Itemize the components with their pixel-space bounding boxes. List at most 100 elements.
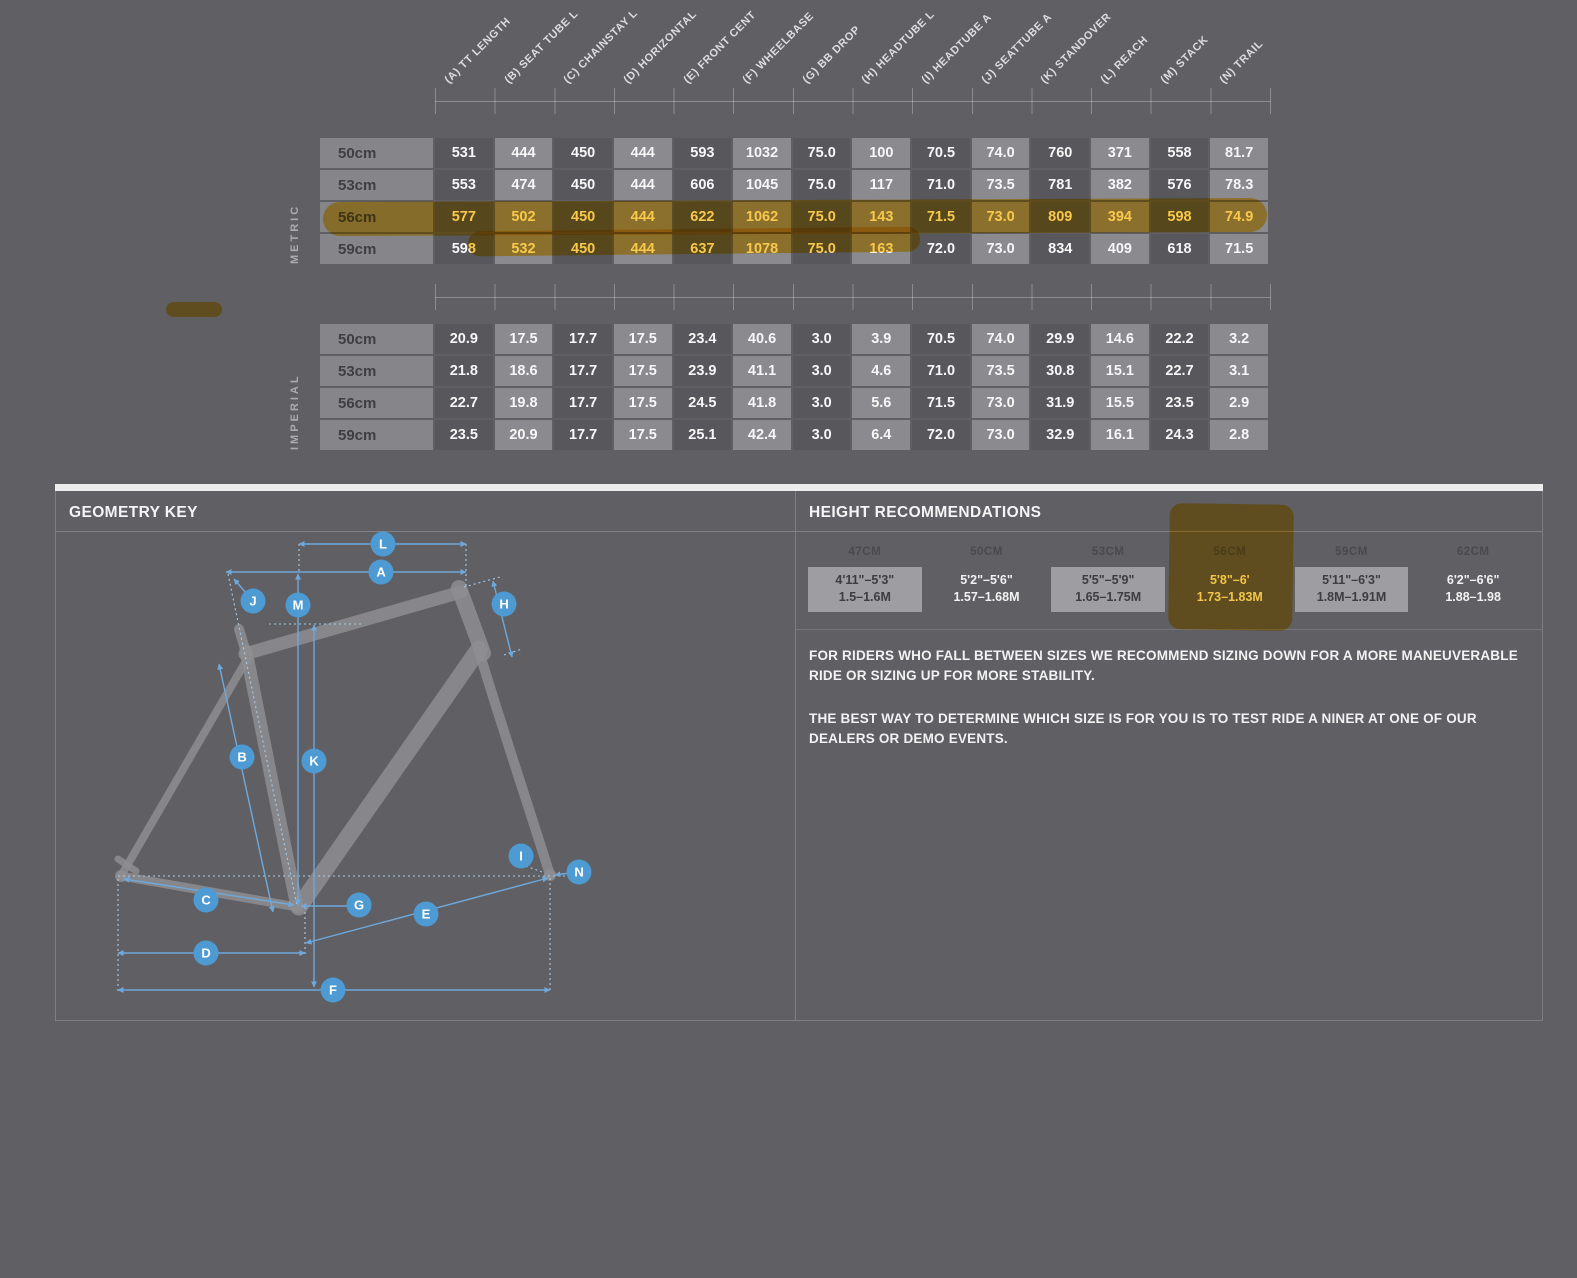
value-cell: 450 (554, 138, 612, 168)
value-cell: 14.6 (1091, 324, 1149, 354)
height-size-column: 50CM 5'2"–5'6" 1.57–1.68M (930, 546, 1044, 612)
dimension-label-a: A (368, 559, 394, 585)
value-cell: 41.8 (733, 388, 791, 418)
value-cell: 25.1 (673, 420, 732, 450)
value-cell: 31.9 (1031, 388, 1090, 418)
column-header: (M) STACK (1158, 33, 1211, 86)
height-size-grid: 47CM 4'11"–5'3" 1.5–1.6M 50CM 5'2"–5'6" 1.57–… (808, 546, 1530, 612)
size-cell: 53cm (320, 170, 433, 200)
dimension-label-n: N (566, 859, 592, 885)
value-cell: 20.9 (494, 420, 553, 450)
value-cell: 17.5 (613, 324, 672, 354)
value-cell: 16.1 (1091, 420, 1149, 450)
size-cell: 56cm (320, 388, 433, 418)
value-cell: 531 (435, 138, 493, 168)
height-range-cell: 5'11"–6'3" 1.8M–1.91M (1294, 567, 1409, 612)
ruler-ticks-top (435, 88, 1271, 114)
height-range-cell: 6'2"–6'6" 1.88–1.98 (1445, 573, 1501, 604)
bottom-panels: GEOMETRY KEY (55, 491, 1543, 1021)
dimension-label-l: L (370, 531, 396, 557)
value-cell: 73.5 (971, 356, 1030, 386)
svg-text:B: B (237, 750, 246, 765)
value-cell: 382 (1091, 170, 1149, 200)
value-cell: 6.4 (852, 420, 911, 450)
column-header: (A) TT LENGTH (442, 15, 514, 86)
value-cell: 17.7 (554, 324, 612, 354)
height-recommendations-panel: HEIGHT RECOMMENDATIONS 47CM 4'11"–5'3" 1.5… (796, 491, 1542, 1020)
value-cell: 22.7 (435, 388, 493, 418)
geometry-key-title: GEOMETRY KEY (56, 491, 795, 532)
value-cell: 444 (613, 170, 672, 200)
value-cell: 1045 (733, 170, 791, 200)
value-cell: 444 (613, 138, 672, 168)
value-cell: 3.9 (852, 324, 911, 354)
dimension-lines (117, 541, 578, 993)
geometry-table-imperial: 50cm 20.9 17.5 17.7 17.5 23.4 40.6 3.0 3.9 70.5 74… (320, 324, 1268, 452)
size-cell: 50cm (320, 138, 433, 168)
value-cell: 3.2 (1210, 324, 1268, 354)
dimension-label-k: K (301, 748, 327, 774)
table-row: 56cm 22.7 19.8 17.7 17.5 24.5 41.8 3.0 5.6 71.5 73… (320, 388, 1268, 418)
imperial-vertical-label: IMPERIAL (289, 373, 301, 450)
geometry-key-panel: GEOMETRY KEY (56, 491, 796, 1020)
value-cell: 75.0 (792, 138, 851, 168)
value-cell: 3.1 (1210, 356, 1268, 386)
dimension-label-g: G (346, 892, 372, 918)
svg-text:M: M (293, 598, 304, 613)
value-cell: 70.5 (912, 138, 970, 168)
value-cell: 474 (494, 170, 553, 200)
height-size-column: 62CM 6'2"–6'6" 1.88–1.98 (1416, 546, 1530, 612)
value-cell: 42.4 (733, 420, 791, 450)
value-cell: 371 (1091, 138, 1149, 168)
value-cell: 4.6 (852, 356, 911, 386)
value-cell: 81.7 (1210, 138, 1268, 168)
value-cell: 78.3 (1210, 170, 1268, 200)
value-cell: 30.8 (1031, 356, 1090, 386)
value-cell: 24.3 (1150, 420, 1209, 450)
value-cell: 3.0 (792, 388, 851, 418)
construction-lines (117, 544, 581, 991)
value-cell: 5.6 (852, 388, 911, 418)
svg-text:I: I (519, 849, 523, 864)
value-cell: 3.0 (792, 420, 851, 450)
highlight-marker-56cm-row-smear (467, 226, 921, 257)
table-row: 59cm 23.5 20.9 17.7 17.5 25.1 42.4 3.0 6.4 72.0 73… (320, 420, 1268, 450)
value-cell: 73.0 (971, 388, 1030, 418)
value-cell: 22.7 (1150, 356, 1209, 386)
section-divider-bar (55, 484, 1543, 491)
dimension-label-j: J (240, 588, 266, 614)
value-cell: 70.5 (912, 324, 970, 354)
value-cell: 17.5 (494, 324, 553, 354)
value-cell: 72.0 (912, 234, 970, 264)
svg-text:F: F (329, 983, 337, 998)
value-cell: 606 (673, 170, 732, 200)
value-cell: 15.1 (1091, 356, 1149, 386)
value-cell: 73.5 (971, 170, 1030, 200)
value-cell: 558 (1150, 138, 1209, 168)
size-cell: 59cm (320, 420, 433, 450)
column-header: (G) BB DROP (800, 23, 863, 87)
value-cell: 576 (1150, 170, 1209, 200)
height-range-cell: 5'5"–5'9" 1.65–1.75M (1051, 567, 1165, 612)
svg-text:L: L (379, 537, 387, 552)
value-cell: 21.8 (435, 356, 493, 386)
value-cell: 24.5 (673, 388, 732, 418)
table-row: 53cm 21.8 18.6 17.7 17.5 23.9 41.1 3.0 4.6 71.0 73… (320, 356, 1268, 386)
svg-text:A: A (376, 565, 386, 580)
svg-text:J: J (249, 594, 256, 609)
height-size-label: 62CM (1456, 546, 1490, 558)
size-cell: 59cm (320, 234, 433, 264)
height-size-label: 53CM (1091, 546, 1125, 558)
value-cell: 17.5 (613, 420, 672, 450)
value-cell: 17.7 (554, 420, 612, 450)
frame-silhouette (114, 580, 556, 916)
svg-text:D: D (201, 946, 210, 961)
size-cell: 53cm (320, 356, 433, 386)
value-cell: 40.6 (733, 324, 791, 354)
value-cell: 15.5 (1091, 388, 1149, 418)
value-cell: 17.7 (554, 356, 612, 386)
value-cell: 20.9 (435, 324, 493, 354)
value-cell: 2.9 (1210, 388, 1268, 418)
value-cell: 100 (852, 138, 911, 168)
